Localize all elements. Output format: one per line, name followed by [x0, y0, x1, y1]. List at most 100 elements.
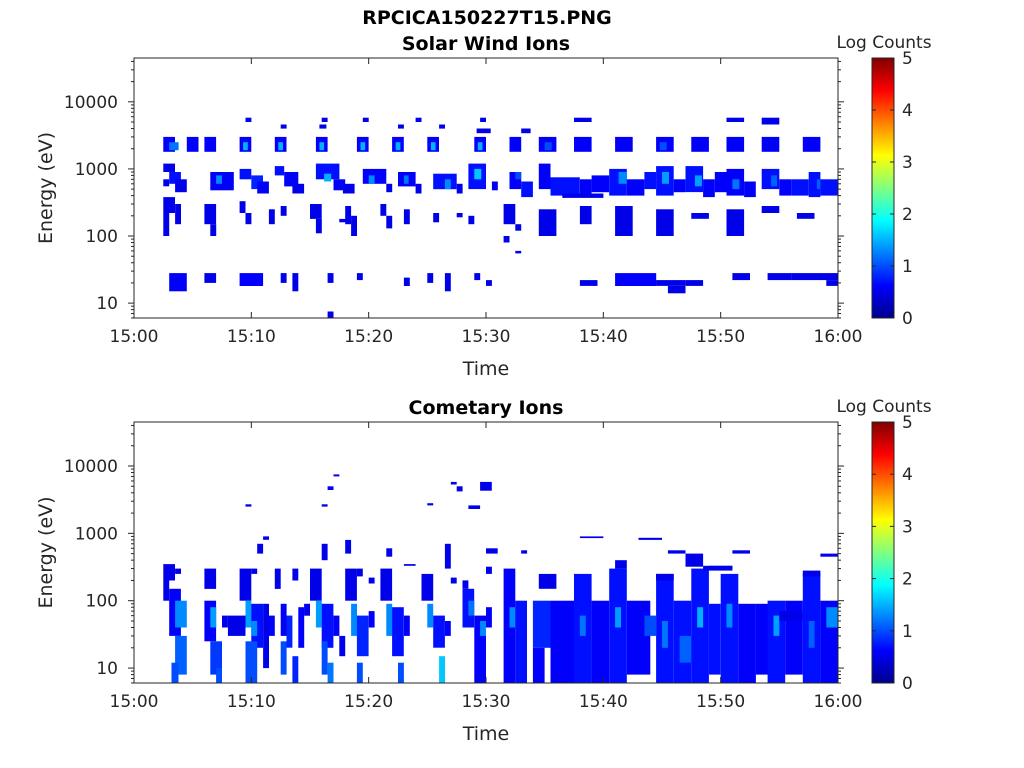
panel-1-colorbar-tick-label: 0 [902, 309, 913, 329]
panel-1-heatmap-cell [216, 175, 222, 184]
panel-2-heatmap-cell [245, 504, 252, 507]
panel-1-heatmap-cell [292, 273, 299, 292]
panel-2-heatmap-cell [339, 635, 346, 657]
panel-2-heatmap-cell [268, 615, 275, 636]
panel-1-colorbar-label: Log Counts [836, 33, 931, 53]
panel-1-heatmap-cell [403, 277, 410, 286]
panel-2-heatmap-cell [480, 621, 486, 636]
panel-1-heatmap-cell [362, 117, 369, 122]
panel-2-heatmap-cell [732, 550, 750, 554]
panel-1-heatmap-cell [820, 179, 838, 196]
panel-1-heatmap-cell [761, 136, 780, 152]
panel-1-heatmap-cell [403, 175, 409, 184]
panel-2-x-tick-label: 15:10 [227, 692, 276, 712]
panel-1-heatmap-cell [791, 179, 809, 196]
panel-2-heatmap-cell [204, 600, 217, 642]
panel-2-heatmap-cell [579, 536, 604, 539]
panel-1-heatmap-cell [163, 179, 170, 187]
panel-1-heatmap-cell [732, 273, 750, 281]
panel-1-heatmap-cell [319, 142, 325, 151]
panel-1-heatmap-cell [538, 209, 557, 236]
panel-2-heatmap-cell [239, 568, 252, 601]
panel-1-heatmap-cell [579, 280, 598, 286]
panel-1-heatmap-cell [656, 209, 674, 236]
panel-1-colorbar-tick-label: 4 [902, 101, 913, 121]
panel-2-colorbar-tick-label: 0 [902, 674, 913, 694]
panel-2-heatmap-cell [356, 662, 363, 683]
panel-1-heatmap-cell [456, 213, 463, 218]
panel-1-heatmap-cell [574, 136, 592, 152]
panel-2-y-tick-label: 10 [96, 659, 118, 679]
panel-1-heatmap-cell [327, 311, 334, 318]
panel-1-x-tick-label: 16:00 [814, 327, 863, 347]
panel-2-heatmap-cell [310, 568, 322, 601]
panel-2-heatmap-cell [345, 568, 357, 601]
panel-1-y-tick-label: 100 [86, 227, 118, 247]
panel-1-heatmap-cell [618, 172, 627, 184]
panel-1-heatmap-cell [327, 273, 334, 283]
panel-2-heatmap-cell [321, 641, 328, 675]
panel-2-heatmap-cell [708, 565, 733, 569]
panel-1-heatmap-cell [562, 193, 604, 198]
panel-2-heatmap-cell [667, 550, 686, 554]
panel-1-heatmap-cell [398, 124, 404, 129]
panel-1-heatmap-cell [476, 128, 491, 134]
panel-2-colorbar-tick-label: 1 [902, 622, 913, 642]
panel-1-heatmap-cell [744, 181, 756, 198]
panel-1-heatmap-cell [315, 163, 340, 180]
panel-1-heatmap-cell [186, 136, 199, 152]
panel-1-heatmap-cell [280, 206, 287, 216]
panel-1-heatmap-cell [468, 215, 475, 225]
panel-2-heatmap-cell [644, 615, 657, 636]
panel-1-heatmap-cell [574, 117, 592, 122]
panel-1-heatmap-cell [251, 175, 263, 190]
panel-1-heatmap-cell [278, 142, 283, 151]
panel-1-heatmap-cell [315, 218, 322, 234]
panel-1-heatmap-cell [667, 286, 686, 294]
panel-1-heatmap-cell [284, 172, 299, 187]
panel-1-heatmap-cell [433, 213, 440, 223]
panel-1-heatmap-cell [415, 117, 422, 122]
panel-2-heatmap-cell [163, 564, 175, 581]
panel-1-heatmap-cell [771, 175, 777, 187]
panel-2-heatmap-cell [626, 600, 651, 675]
panel-1-heatmap-cell [210, 224, 217, 236]
panel-1-heatmap-cell [659, 142, 667, 151]
panel-1-heatmap-cell [239, 201, 246, 213]
panel-1-heatmap-cell [427, 273, 434, 283]
panel-2-heatmap-cell [726, 603, 733, 628]
panel-2-heatmap-cell [292, 656, 299, 683]
panel-2-heatmap-cell [398, 662, 404, 683]
panel-1-heatmap-cell [204, 136, 217, 152]
panel-1-y-axis-label: Energy (eV) [35, 132, 57, 244]
panel-2-heatmap-cell [521, 550, 528, 554]
panel-1-heatmap-cell [342, 183, 355, 194]
panel-2-heatmap-cell [468, 505, 481, 509]
panel-2-heatmap-cell [486, 548, 498, 554]
panel-2-heatmap-cell [509, 607, 516, 628]
panel-1-heatmap-cell [163, 136, 175, 152]
panel-1-heatmap-cell [726, 209, 745, 236]
panel-1-heatmap-cell [550, 177, 580, 196]
panel-2-heatmap-cell [163, 580, 170, 601]
panel-2-heatmap-cell [444, 543, 451, 569]
panel-1-heatmap-cell [204, 273, 217, 283]
panel-1-heatmap-cell [444, 273, 451, 292]
panel-2-heatmap-cell [292, 568, 299, 581]
panel-1-heatmap-cell [204, 204, 217, 225]
panel-1-heatmap-cell [280, 124, 287, 129]
panel-1-heatmap-cell [703, 179, 715, 198]
panel-2-heatmap-cell [171, 662, 179, 683]
panel-2-heatmap-cell [280, 641, 287, 675]
panel-2-heatmap-cell [486, 566, 492, 574]
panel-1-heatmap-cell [685, 280, 704, 286]
panel-2-heatmap-cell [738, 603, 756, 683]
panel-1-heatmap-cell [386, 215, 393, 229]
panel-1-heatmap-cell [245, 213, 252, 225]
panel-2-heatmap-cell [321, 504, 328, 507]
panel-2-y-tick-label: 10000 [64, 457, 118, 477]
panel-1-heatmap-cell [360, 142, 366, 151]
panel-1-heatmap-cell [239, 168, 252, 180]
panel-2-heatmap-cell [251, 568, 258, 574]
panel-2-heatmap-cell [175, 600, 187, 628]
